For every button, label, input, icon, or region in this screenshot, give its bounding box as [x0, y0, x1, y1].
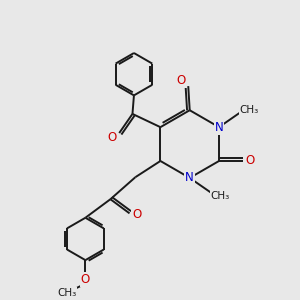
Text: O: O	[81, 273, 90, 286]
Text: CH₃: CH₃	[240, 104, 259, 115]
Text: O: O	[246, 154, 255, 167]
Text: O: O	[177, 74, 186, 87]
Text: N: N	[185, 171, 194, 184]
Text: O: O	[107, 131, 116, 144]
Text: N: N	[214, 121, 224, 134]
Text: O: O	[132, 208, 142, 221]
Text: CH₃: CH₃	[210, 190, 230, 201]
Text: CH₃: CH₃	[57, 288, 76, 298]
